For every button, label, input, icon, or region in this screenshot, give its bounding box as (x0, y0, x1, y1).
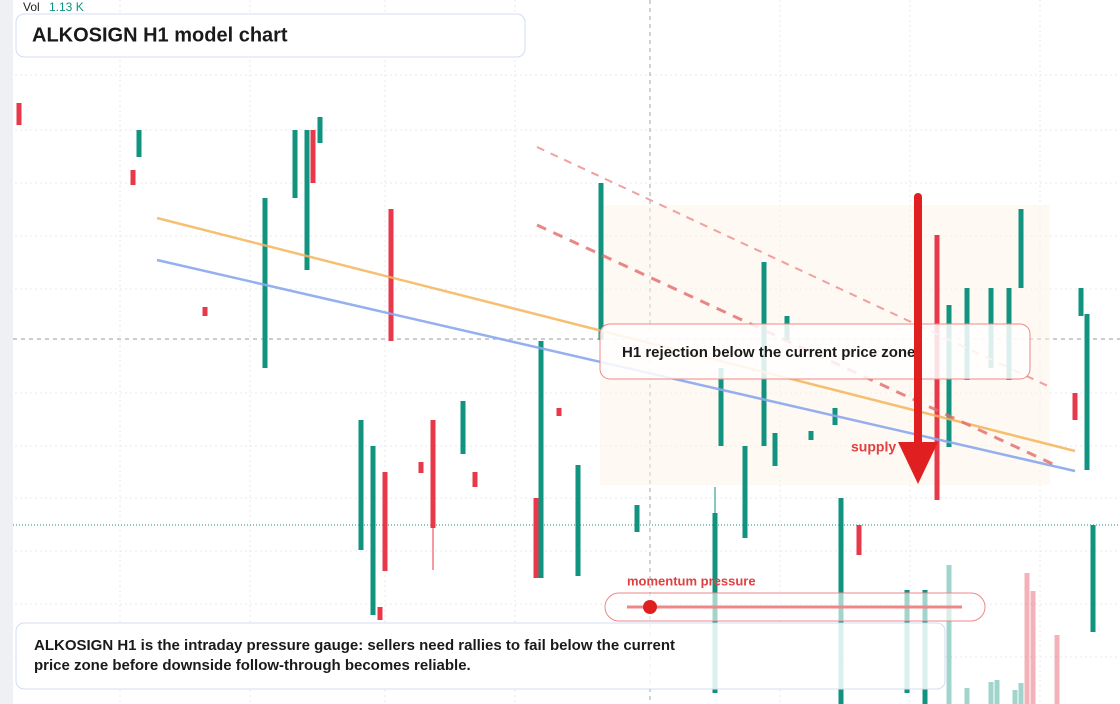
supply-label: supply (851, 439, 896, 455)
volume-bar (964, 688, 970, 704)
candle-body (718, 368, 724, 446)
left-strip (0, 0, 13, 704)
candle-body (556, 408, 562, 416)
candle-body (358, 420, 364, 550)
candle-body (1078, 288, 1084, 316)
candle-body (808, 431, 814, 440)
candle-body (598, 183, 604, 340)
candle-body (304, 130, 310, 270)
candle-body (1072, 393, 1078, 420)
caption-wrap: ALKOSIGN H1 is the intraday pressure gau… (34, 637, 676, 674)
volume-bar (1018, 683, 1024, 704)
caption-box (15, 622, 946, 690)
candle-body (856, 525, 862, 555)
trendline (536, 223, 1056, 467)
callout (599, 323, 1031, 380)
volume-bar (1030, 591, 1036, 704)
candle-body (460, 401, 466, 454)
volume-bar (1012, 690, 1018, 704)
gauge-knob (643, 600, 657, 614)
candle-body (262, 198, 268, 368)
candle-body (388, 209, 394, 341)
vol-label: Vol (23, 0, 40, 14)
gauge-label: momentum pressure (627, 573, 756, 588)
candle-body (130, 170, 136, 185)
candle-body (136, 130, 142, 157)
candle-body (1018, 209, 1024, 288)
chart-title: ALKOSIGN H1 model chart (32, 24, 288, 46)
candle-body (202, 307, 208, 316)
caption: ALKOSIGN H1 is the intraday pressure gau… (34, 637, 676, 674)
candle-body (418, 462, 424, 473)
candle-body (310, 130, 316, 183)
candle-body (430, 420, 436, 528)
callout-text: H1 rejection below the current price zon… (622, 344, 915, 361)
candle-body (370, 446, 376, 615)
candle-body (472, 472, 478, 487)
volume-bar (1024, 573, 1030, 704)
volume-bar (946, 565, 952, 704)
candle-body (634, 505, 640, 532)
candle-body (382, 472, 388, 571)
vol-value: 1.13 K (49, 0, 84, 14)
candle-body (742, 446, 748, 538)
candle-body (575, 465, 581, 576)
candle-body (533, 498, 539, 578)
candle-body (377, 607, 383, 620)
volume-bar (988, 682, 994, 704)
candle-body (16, 103, 22, 125)
candle-body (292, 130, 298, 198)
arrow-head (898, 442, 938, 484)
candle-body (772, 433, 778, 466)
candle-body (1084, 314, 1090, 470)
title-box (15, 13, 526, 58)
candle-body (317, 117, 323, 143)
volume-bar (1054, 635, 1060, 704)
volume-bar (994, 680, 1000, 704)
candle-body (1090, 525, 1096, 632)
candle-body (538, 341, 544, 578)
